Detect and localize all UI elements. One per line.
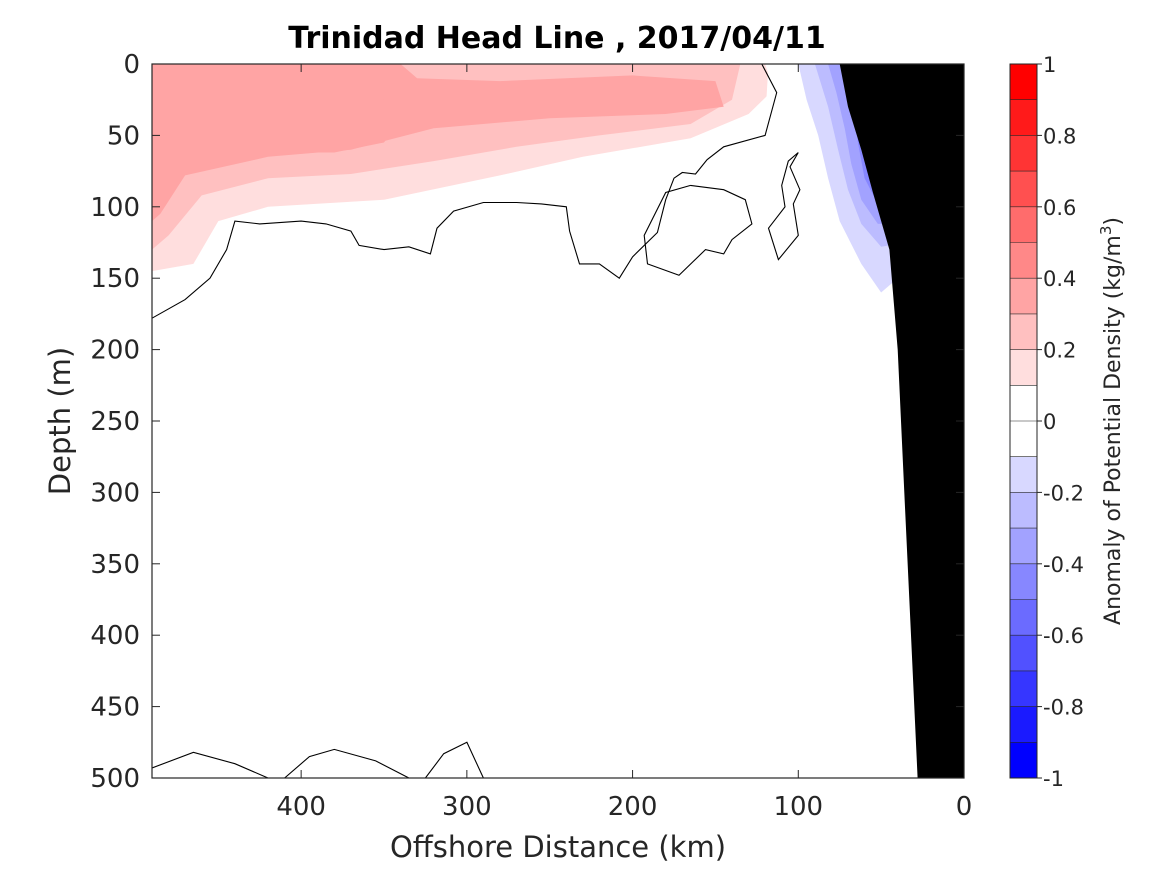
y-tick-label-0: 0 [123,50,140,80]
colorbar-band-15 [1010,206,1037,243]
zero-contour-line-4 [152,751,269,778]
anomaly-region-positive-anomaly-0.3-b [152,71,401,179]
colorbar-band-16 [1010,171,1037,208]
y-axis-ticks: 0 50 100 150 200 250 300 350 400 450 500 [90,50,964,794]
y-tick-label-500: 500 [90,764,140,794]
colorbar-band-8 [1010,456,1037,493]
colorbar-tick-label-0.4: 0.4 [1043,267,1076,291]
bathymetry [839,64,964,778]
x-axis-label: Offshore Distance (km) [390,830,726,864]
anomaly-region-small-negative-patch-3 [500,275,522,283]
colorbar-band-18 [1010,99,1037,136]
y-tick-label-50: 50 [107,121,140,151]
colorbar-band-5 [1010,563,1037,600]
colorbar-band-19 [1010,64,1037,101]
colorbar-label: Anomaly of Potential Density (kg/m3) [1097,217,1126,625]
anomaly-region-small-negative-patch-4 [223,318,242,326]
y-tick-label-250: 250 [90,407,140,437]
colorbar-band-1 [1010,706,1037,743]
colorbar-band-9 [1010,421,1037,458]
colorbar-band-17 [1010,135,1037,172]
x-tick-label-100: 100 [773,792,823,822]
colorbar-band-3 [1010,635,1037,672]
x-tick-label-200: 200 [608,792,658,822]
colorbar-tick-label-1: 1 [1043,53,1056,77]
colorbar-band-13 [1010,278,1037,315]
colorbar-tick-label-0: 0 [1043,410,1056,434]
colorbar-label-superscript: 3 [1097,226,1115,236]
colorbar-band-11 [1010,349,1037,386]
seafloor-bathymetry [839,64,964,778]
colorbar-band-12 [1010,313,1037,351]
y-tick-label-400: 400 [90,621,140,651]
x-tick-label-300: 300 [442,792,492,822]
colorbar: 1 0.8 0.6 0.4 0.2 0 -0.2 -0.4 -0.6 -0.8 -1 [1009,53,1084,791]
colorbar-tick-label-0.2: 0.2 [1043,339,1076,363]
colorbar-band-4 [1010,599,1037,636]
colorbar-band-7 [1010,492,1037,529]
anomaly-region-small-negative-patch-2 [392,269,467,286]
y-tick-label-100: 100 [90,193,140,223]
colorbar-tick-label-0.8: 0.8 [1043,124,1076,148]
zero-contour-line-2 [767,152,801,261]
y-tick-label-150: 150 [90,264,140,294]
plot-area [151,63,965,779]
colorbar-tick-label--1: -1 [1043,767,1064,791]
zero-contour-line-3 [643,184,753,276]
colorbar-label-prefix: Anomaly of Potential Density (kg/m [1101,235,1126,625]
x-axis-ticks: 400 300 200 100 0 [276,64,972,822]
colorbar-band-6 [1010,528,1037,565]
colorbar-tick-label--0.6: -0.6 [1043,624,1084,648]
colorbar-tick-label-0.6: 0.6 [1043,196,1076,220]
colorbar-label-suffix: ) [1101,217,1126,226]
y-tick-label-300: 300 [90,478,140,508]
zero-contour-line-1 [152,64,778,319]
colorbar-tick-label--0.8: -0.8 [1043,696,1084,720]
y-tick-label-200: 200 [90,336,140,366]
chart-title: Trinidad Head Line , 2017/04/11 [288,21,825,56]
zero-contour-line-5 [284,748,410,778]
zero-contour-line-6 [424,741,484,778]
colorbar-band-14 [1010,242,1037,279]
x-tick-label-400: 400 [276,792,326,822]
y-axis-label: Depth (m) [43,347,77,495]
colorbar-tick-label--0.2: -0.2 [1043,481,1084,505]
colorbar-band-10 [1010,385,1037,422]
colorbar-tick-label--0.4: -0.4 [1043,553,1084,577]
colorbar-band-0 [1010,742,1037,779]
y-tick-label-450: 450 [90,693,140,723]
x-tick-label-0: 0 [956,792,973,822]
anomaly-region-small-negative-patch-1 [226,269,302,280]
y-tick-label-350: 350 [90,550,140,580]
colorbar-band-2 [1010,670,1037,708]
